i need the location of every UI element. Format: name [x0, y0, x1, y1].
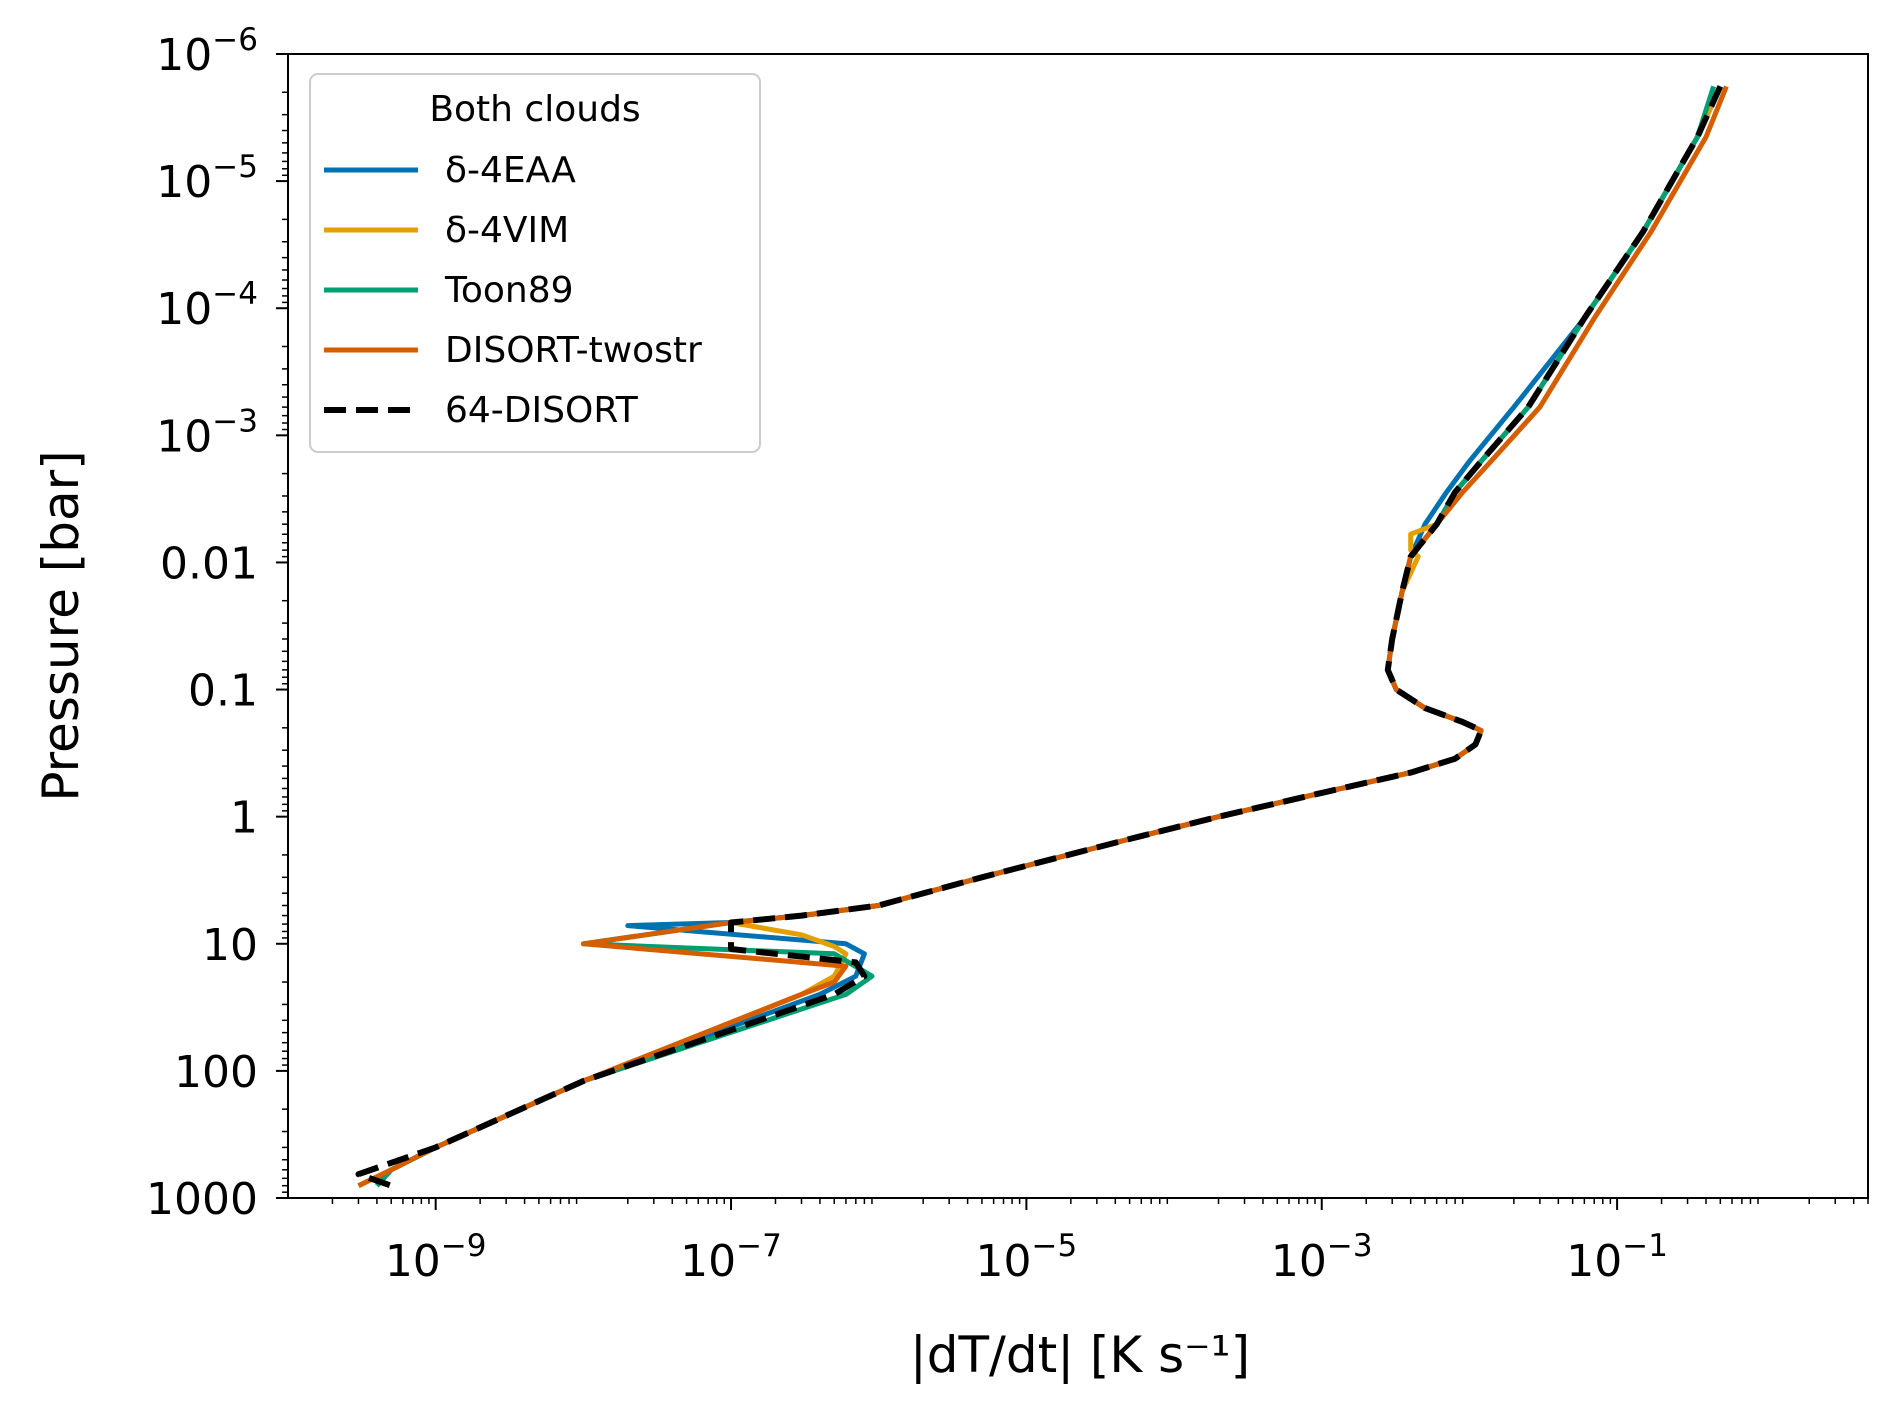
series-line-4: [355, 85, 1724, 1189]
x-tick-base: 10: [385, 1236, 441, 1287]
y-tick-exponent: −5: [212, 149, 258, 185]
legend-label-1: δ-4VIM: [445, 210, 569, 251]
y-minor-ticks: [282, 91, 288, 1193]
y-tick-base: 10: [156, 284, 212, 335]
y-tick-base: 10: [156, 411, 212, 462]
y-tick-exponent: −3: [212, 403, 258, 439]
y-tick-exponent: −6: [212, 22, 258, 58]
y-tick-label: 100: [174, 1047, 258, 1098]
x-tick-base: 10: [976, 1236, 1032, 1287]
legend-label-2: Toon89: [444, 270, 574, 311]
y-tick-base: 10: [156, 30, 212, 81]
y-axis-label: Pressure [bar]: [32, 450, 90, 801]
y-tick-base: 0.1: [188, 666, 258, 717]
x-axis: 10−9 10−7 10−5 10−3 10−1: [385, 1198, 1668, 1287]
y-tick-label: 10−4: [156, 276, 258, 335]
x-tick-exponent: −7: [736, 1228, 782, 1264]
legend-label-0: δ-4EAA: [445, 150, 576, 191]
legend-label-3: DISORT-twostr: [445, 330, 702, 371]
x-tick-label: 10−3: [1271, 1228, 1373, 1287]
y-tick-base: 10: [156, 157, 212, 208]
x-tick-label: 10−1: [1566, 1228, 1668, 1287]
legend: Both clouds δ-4EAA δ-4VIM Toon89 DISORT-two…: [309, 73, 761, 453]
y-tick-base: 10: [202, 920, 258, 971]
y-tick-label: 0.1: [188, 666, 258, 717]
x-axis-label: |dT/dt| [K s⁻¹]: [910, 1326, 1250, 1384]
y-tick-label: 1000: [146, 1174, 258, 1225]
x-tick-base: 10: [1271, 1236, 1327, 1287]
legend-box: [309, 73, 761, 453]
x-tick-label: 10−9: [385, 1228, 487, 1287]
y-tick-base: 1: [230, 793, 258, 844]
series-line-3: [357, 85, 1729, 1188]
y-tick-label: 10: [202, 920, 258, 971]
legend-title: Both clouds: [429, 89, 640, 130]
x-tick-exponent: −3: [1327, 1228, 1373, 1264]
x-tick-base: 10: [1566, 1236, 1622, 1287]
y-tick-label: 10−5: [156, 149, 258, 208]
x-tick-label: 10−5: [976, 1228, 1078, 1287]
x-tick-exponent: −9: [441, 1228, 487, 1264]
plot-frame: [287, 53, 1869, 1199]
x-tick-exponent: −1: [1622, 1228, 1668, 1264]
y-tick-label: 10−6: [156, 22, 258, 81]
y-tick-base: 1000: [146, 1174, 258, 1225]
y-tick-label: 0.01: [160, 538, 258, 589]
y-tick-base: 100: [174, 1047, 258, 1098]
legend-label-4: 64-DISORT: [445, 390, 639, 431]
series-layer: [355, 85, 1729, 1189]
x-tick-exponent: −5: [1032, 1228, 1078, 1264]
y-tick-exponent: −4: [212, 276, 258, 312]
x-tick-base: 10: [680, 1236, 736, 1287]
x-tick-label: 10−7: [680, 1228, 782, 1287]
y-tick-base: 0.01: [160, 538, 258, 589]
y-tick-label: 1: [230, 793, 258, 844]
x-minor-ticks: [331, 1198, 1869, 1204]
y-tick-label: 10−3: [156, 403, 258, 462]
